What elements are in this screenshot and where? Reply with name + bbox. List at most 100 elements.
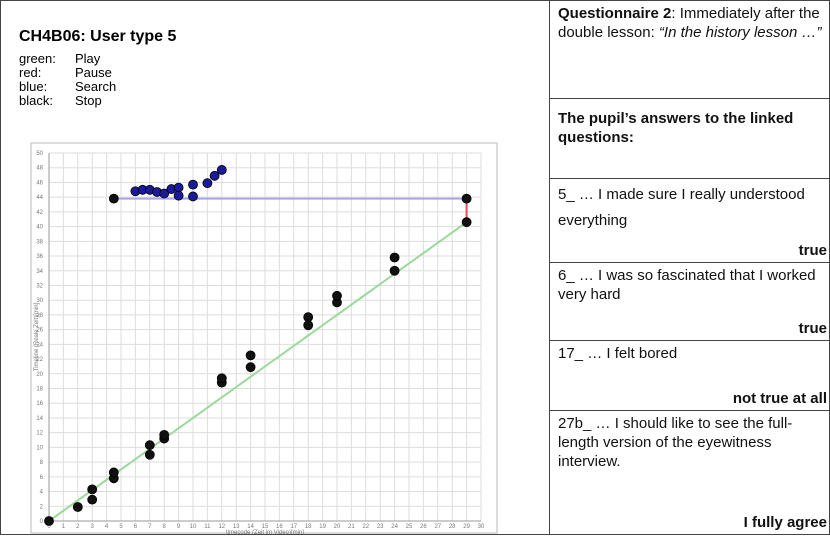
point	[87, 484, 98, 495]
y-tick-label: 18	[36, 387, 43, 393]
y-tick-label: 44	[36, 195, 43, 201]
y-tick-label: 16	[36, 401, 43, 407]
y-tick-label: 34	[36, 269, 43, 275]
y-tick-label: 42	[36, 210, 43, 216]
x-tick-label: 18	[305, 524, 312, 530]
questionnaire-panel: Questionnaire 2: Immediately after the d…	[550, 1, 829, 534]
x-tick-label: 1	[62, 524, 66, 530]
subheading-cell: The pupil’s answers to the linked questi…	[550, 99, 829, 179]
x-tick-label: 7	[148, 524, 152, 530]
legend-color: green:	[19, 51, 56, 66]
x-tick-label: 21	[348, 524, 355, 530]
answer: not true at all	[732, 390, 827, 407]
point	[72, 502, 83, 512]
y-tick-label: 50	[36, 151, 43, 157]
point	[173, 182, 184, 193]
point	[389, 252, 400, 263]
y-tick-label: 14	[36, 416, 43, 422]
x-tick-label: 14	[247, 524, 254, 530]
y-tick-label: 26	[36, 328, 43, 334]
subheading: The pupil’s answers to the linked questi…	[558, 110, 794, 146]
point	[461, 193, 472, 204]
y-tick-label: 8	[40, 460, 44, 466]
y-tick-label: 12	[36, 431, 43, 437]
legend-name: Stop	[75, 93, 102, 108]
answer: true	[798, 242, 827, 259]
point	[173, 190, 184, 201]
x-tick-label: 29	[463, 524, 470, 530]
answer: true	[798, 320, 827, 337]
x-tick-label: 16	[276, 524, 283, 530]
answer: I fully agree	[743, 514, 827, 531]
y-tick-label: 0	[40, 519, 44, 525]
heading-italic: “In the history lesson …”	[658, 24, 822, 41]
x-tick-label: 28	[449, 524, 456, 530]
answer-row: 17_ … I felt bored not true at all	[550, 341, 829, 411]
y-tick-label: 48	[36, 166, 43, 172]
point	[108, 467, 119, 478]
point	[144, 449, 155, 460]
point	[245, 362, 256, 373]
x-tick-label: 6	[134, 524, 138, 530]
y-axis-label: Timeline (Reale Zeit)[min]	[34, 302, 40, 371]
x-tick-label: 0	[47, 524, 51, 530]
point	[461, 217, 472, 228]
point	[245, 350, 256, 361]
y-tick-label: 22	[36, 357, 43, 363]
point	[389, 265, 400, 276]
chart: CH4B06: User type 5 green: Play red: Pause b…	[19, 28, 498, 536]
heading-cell: Questionnaire 2: Immediately after the d…	[550, 1, 829, 99]
y-tick-label: 2	[40, 504, 44, 510]
question: 5_ … I made sure I really understood eve…	[558, 186, 805, 229]
y-tick-label: 4	[40, 490, 44, 496]
y-tick-label: 10	[36, 445, 43, 451]
legend-name: Search	[75, 79, 116, 94]
y-tick-label: 28	[36, 313, 43, 319]
x-tick-label: 22	[362, 524, 369, 530]
x-tick-label: 5	[119, 524, 123, 530]
x-tick-label: 13	[233, 524, 240, 530]
answer-row: 6_ … I was so fascinated that I worked v…	[550, 263, 829, 341]
x-tick-label: 25	[406, 524, 413, 530]
point	[303, 312, 314, 323]
x-tick-label: 17	[290, 524, 297, 530]
question: 6_ … I was so fascinated that I worked v…	[558, 267, 816, 303]
x-tick-label: 11	[204, 524, 211, 530]
y-tick-label: 40	[36, 225, 43, 231]
figure-panel: CH4B06: User type 5 green: Play red: Pause b…	[1, 1, 550, 536]
x-tick-label: 23	[377, 524, 384, 530]
answer-row: 5_ … I made sure I really understood eve…	[550, 179, 829, 263]
legend-color: blue:	[19, 79, 47, 94]
y-tick-label: 24	[36, 342, 43, 348]
point	[108, 193, 119, 204]
x-tick-label: 26	[420, 524, 427, 530]
y-tick-label: 36	[36, 254, 43, 260]
answer-row: 27b_ … I should like to see the full-len…	[550, 411, 829, 534]
question: 27b_ … I should like to see the full-len…	[558, 415, 793, 470]
x-tick-label: 19	[319, 524, 326, 530]
point	[303, 320, 314, 331]
chart-title: CH4B06: User type 5	[19, 28, 177, 45]
x-tick-label: 30	[478, 524, 485, 530]
x-tick-label: 12	[218, 524, 225, 530]
point	[87, 494, 98, 505]
x-axis-label: timecode (Zeit im Video)[min]	[226, 530, 304, 534]
legend-color: black:	[19, 93, 53, 108]
y-tick-label: 38	[36, 239, 43, 245]
y-tick-label: 32	[36, 283, 43, 289]
x-tick-label: 20	[334, 524, 341, 530]
x-tick-label: 9	[177, 524, 181, 530]
point	[188, 191, 198, 202]
x-tick-label: 4	[105, 524, 109, 530]
point	[159, 188, 170, 199]
x-tick-label: 24	[391, 524, 398, 530]
x-tick-label: 27	[434, 524, 441, 530]
point	[216, 165, 227, 175]
x-tick-label: 15	[262, 524, 269, 530]
point	[159, 429, 170, 440]
y-tick-label: 20	[36, 372, 43, 378]
x-tick-label: 10	[190, 524, 197, 530]
y-tick-label: 46	[36, 180, 43, 186]
x-tick-label: 2	[76, 524, 80, 530]
heading-bold: Questionnaire 2	[558, 5, 672, 22]
